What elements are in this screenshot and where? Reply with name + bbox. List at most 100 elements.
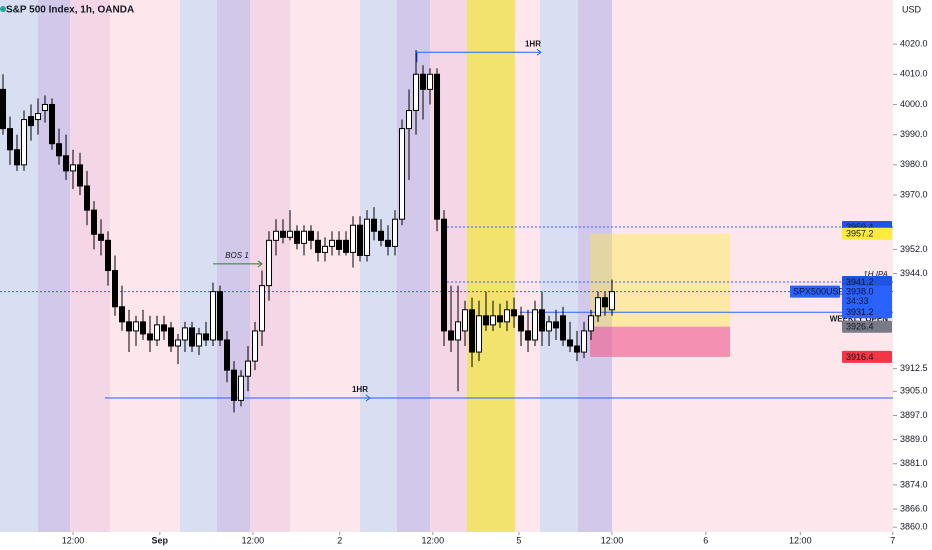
candle-body bbox=[420, 73, 427, 90]
candle-body bbox=[609, 291, 616, 311]
symbol-tag bbox=[790, 285, 840, 298]
x-tick-label: 2 bbox=[337, 535, 342, 545]
candle-body bbox=[98, 233, 105, 241]
candle-body bbox=[378, 230, 385, 241]
candle-body bbox=[518, 315, 525, 332]
candle-body bbox=[574, 345, 581, 353]
candle-body bbox=[336, 239, 343, 250]
x-tick-label: 12:00 bbox=[601, 535, 624, 545]
y-tick-label: 4010.0 bbox=[900, 69, 928, 79]
session-band bbox=[290, 0, 360, 532]
price-tag-label: 3959.4 bbox=[846, 222, 874, 232]
candle-body bbox=[140, 321, 147, 335]
level-label: BOS 1 bbox=[225, 251, 249, 260]
candle-body bbox=[476, 315, 483, 353]
y-tick-label: 3874.0 bbox=[900, 479, 928, 489]
y-tick-label: 3912.5 bbox=[900, 363, 928, 373]
chart-title: S&P 500 Index, 1h, OANDA bbox=[6, 5, 134, 16]
price-tag bbox=[842, 276, 892, 289]
x-tick-label: 6 bbox=[703, 535, 708, 545]
candle-body bbox=[21, 119, 28, 166]
candle-body bbox=[175, 339, 182, 347]
candle-body bbox=[301, 230, 308, 244]
countdown-label: 34:33 bbox=[846, 296, 869, 306]
x-tick-label: 7 bbox=[890, 535, 895, 545]
candle-body bbox=[294, 230, 301, 244]
candle-body bbox=[168, 327, 175, 347]
candle-body bbox=[490, 315, 497, 326]
candle-body bbox=[350, 224, 357, 253]
candle-body bbox=[315, 239, 322, 253]
price-axis bbox=[893, 0, 932, 550]
zone bbox=[590, 233, 730, 327]
arrow-head bbox=[365, 394, 371, 402]
level-label: 1HR bbox=[525, 39, 541, 48]
candle-body bbox=[406, 110, 413, 130]
candle-body bbox=[539, 309, 546, 332]
x-tick-label: 12:00 bbox=[242, 535, 265, 545]
candle-body bbox=[126, 321, 133, 332]
candle-body bbox=[91, 209, 98, 235]
price-tag-label: 3926.4 bbox=[846, 322, 874, 332]
candle-body bbox=[399, 128, 406, 220]
candle-body bbox=[0, 88, 7, 130]
x-tick-label: Sep bbox=[152, 535, 169, 545]
candle-body bbox=[469, 309, 476, 353]
candle-body bbox=[154, 324, 161, 341]
price-tag bbox=[842, 227, 892, 240]
y-tick-label: 3860.0 bbox=[900, 522, 928, 532]
candle-body bbox=[105, 239, 112, 272]
candle-body bbox=[448, 330, 455, 341]
candle-body bbox=[14, 149, 21, 166]
current-price-label: 3938.0 bbox=[846, 287, 874, 297]
candle-body bbox=[280, 230, 287, 238]
candle-body bbox=[252, 330, 259, 362]
candle-body bbox=[546, 321, 553, 332]
candle-body bbox=[28, 116, 35, 127]
candle-body bbox=[567, 339, 574, 347]
x-tick-label: 12:00 bbox=[62, 535, 85, 545]
y-tick-label: 3990.0 bbox=[900, 129, 928, 139]
time-axis bbox=[0, 532, 932, 550]
candle-body bbox=[392, 218, 399, 247]
candle-body bbox=[259, 285, 266, 332]
candle-body bbox=[42, 103, 49, 112]
level-label: WEEKLY OPEN bbox=[830, 314, 888, 323]
currency: USD bbox=[902, 4, 922, 14]
y-tick-label: 4000.0 bbox=[900, 99, 928, 109]
candle-body bbox=[147, 333, 154, 341]
candle-body bbox=[245, 360, 252, 377]
candle-body bbox=[553, 321, 560, 329]
price-tag-label: 3931.2 bbox=[846, 307, 874, 317]
candle-body bbox=[581, 330, 588, 353]
candle-body bbox=[364, 218, 371, 256]
zone bbox=[590, 326, 730, 357]
session-band bbox=[0, 0, 38, 532]
candle-body bbox=[63, 155, 70, 172]
session-band bbox=[110, 0, 180, 532]
y-tick-label: 3970.0 bbox=[900, 189, 928, 199]
session-band bbox=[578, 0, 612, 532]
candle-body bbox=[196, 333, 203, 347]
candle-body bbox=[224, 339, 231, 371]
price-tag bbox=[842, 320, 892, 333]
price-tag bbox=[842, 350, 892, 363]
y-tick-label: 3897.0 bbox=[900, 410, 928, 420]
y-tick-label: 4020.0 bbox=[900, 38, 928, 48]
arrow-head bbox=[257, 260, 263, 268]
level-label: 1HR bbox=[352, 385, 368, 394]
candle-body bbox=[455, 321, 462, 341]
symbol-tag-label: SPX500USD bbox=[793, 287, 846, 297]
candle-body bbox=[35, 113, 42, 121]
candle-body bbox=[119, 306, 126, 323]
candle-body bbox=[497, 315, 504, 323]
candle-body bbox=[49, 103, 56, 145]
candle-body bbox=[560, 315, 567, 341]
candle-body bbox=[231, 369, 238, 401]
candle-body bbox=[434, 73, 441, 220]
price-tag-label: 3916.4 bbox=[846, 352, 874, 362]
candle-body bbox=[413, 73, 420, 112]
session-band bbox=[217, 0, 250, 532]
candle-body bbox=[266, 239, 273, 287]
price-tag-label: 3957.2 bbox=[846, 229, 874, 239]
